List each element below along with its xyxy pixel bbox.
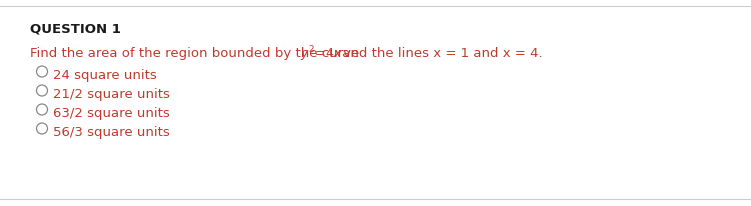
- Text: 63/2 square units: 63/2 square units: [53, 107, 170, 119]
- Text: 56/3 square units: 56/3 square units: [53, 125, 170, 138]
- Text: and the lines x = 1 and x = 4.: and the lines x = 1 and x = 4.: [339, 47, 543, 60]
- Text: 21/2 square units: 21/2 square units: [53, 88, 170, 101]
- Text: 24 square units: 24 square units: [53, 69, 157, 82]
- Text: QUESTION 1: QUESTION 1: [30, 22, 121, 35]
- Text: $y^2\!=\!4x$: $y^2\!=\!4x$: [300, 44, 343, 63]
- Text: Find the area of the region bounded by the curve: Find the area of the region bounded by t…: [30, 47, 363, 60]
